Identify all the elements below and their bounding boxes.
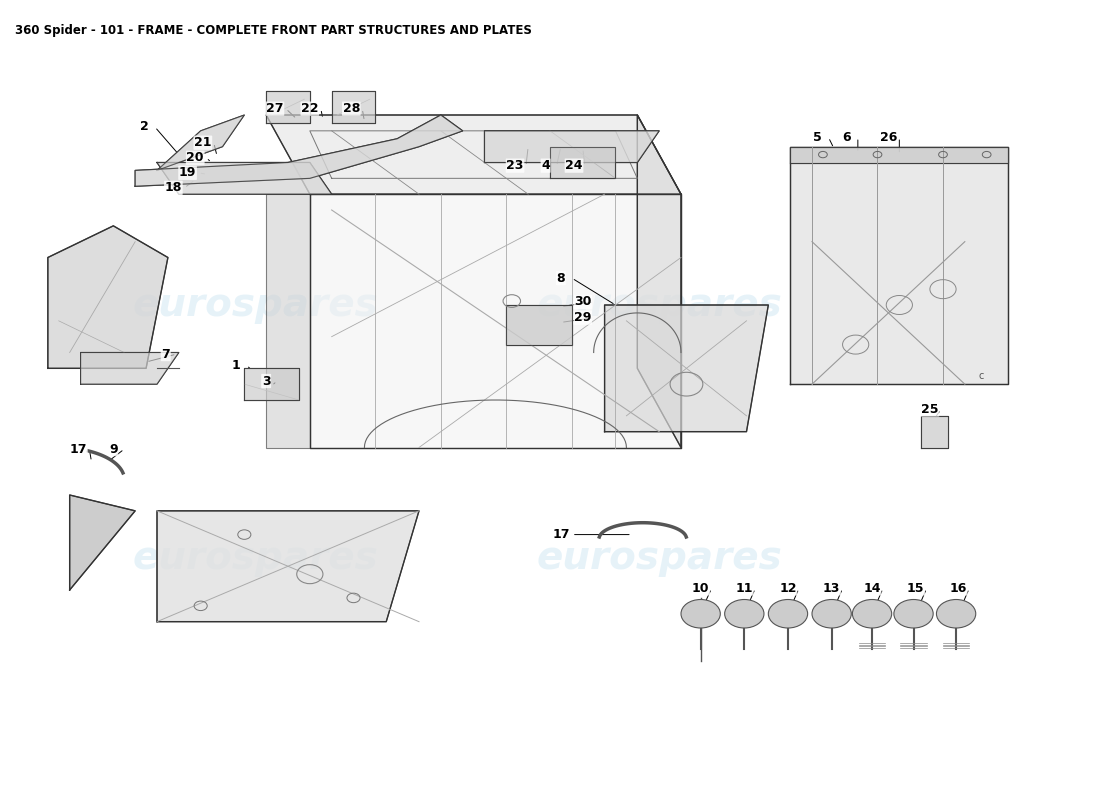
Text: 25: 25 [921, 403, 938, 416]
Text: 16: 16 [949, 582, 967, 595]
Text: eurospares: eurospares [537, 539, 782, 578]
Text: 18: 18 [165, 182, 183, 194]
Text: 8: 8 [557, 271, 565, 285]
Text: 2: 2 [140, 120, 148, 134]
Polygon shape [80, 353, 179, 384]
Text: eurospares: eurospares [132, 539, 378, 578]
Text: 15: 15 [908, 582, 924, 595]
Text: eurospares: eurospares [537, 286, 782, 324]
Text: 3: 3 [262, 374, 271, 387]
Polygon shape [484, 131, 659, 162]
Polygon shape [266, 91, 310, 123]
Polygon shape [506, 305, 572, 345]
Text: 27: 27 [266, 102, 284, 115]
Polygon shape [310, 194, 681, 447]
Text: 28: 28 [342, 102, 360, 115]
Text: 13: 13 [823, 582, 840, 595]
Text: 11: 11 [736, 582, 754, 595]
Text: 12: 12 [779, 582, 796, 595]
Polygon shape [790, 146, 1009, 162]
Text: 30: 30 [574, 295, 592, 308]
Text: 10: 10 [692, 582, 710, 595]
Polygon shape [266, 194, 310, 447]
Circle shape [768, 599, 807, 628]
Polygon shape [921, 416, 948, 447]
Text: 5: 5 [813, 130, 822, 144]
Polygon shape [157, 115, 244, 170]
Polygon shape [332, 91, 375, 123]
Text: 1: 1 [231, 358, 240, 372]
Text: 14: 14 [864, 582, 881, 595]
Text: eurospares: eurospares [132, 286, 378, 324]
Text: 9: 9 [109, 442, 118, 455]
Circle shape [852, 599, 892, 628]
Text: 20: 20 [187, 151, 204, 164]
Text: 7: 7 [162, 347, 170, 361]
Polygon shape [69, 495, 135, 590]
Text: 4: 4 [541, 159, 550, 172]
Text: c: c [979, 371, 983, 382]
Text: 29: 29 [574, 311, 592, 324]
Text: 17: 17 [69, 442, 87, 455]
Text: 19: 19 [179, 166, 196, 179]
Text: 360 Spider - 101 - FRAME - COMPLETE FRONT PART STRUCTURES AND PLATES: 360 Spider - 101 - FRAME - COMPLETE FRON… [15, 24, 532, 37]
Polygon shape [550, 146, 616, 178]
Polygon shape [47, 226, 168, 368]
Polygon shape [135, 115, 463, 186]
Circle shape [812, 599, 851, 628]
Circle shape [681, 599, 720, 628]
Text: 24: 24 [565, 159, 583, 172]
Text: 26: 26 [880, 130, 898, 144]
Text: 17: 17 [552, 528, 570, 541]
Polygon shape [244, 368, 299, 400]
Text: 6: 6 [843, 130, 851, 144]
Polygon shape [157, 162, 332, 194]
Text: 23: 23 [506, 159, 524, 172]
Circle shape [936, 599, 976, 628]
Polygon shape [637, 115, 681, 447]
Polygon shape [605, 305, 768, 432]
Polygon shape [157, 511, 419, 622]
Text: 21: 21 [194, 136, 211, 150]
Circle shape [725, 599, 764, 628]
Polygon shape [790, 146, 1009, 384]
Text: 22: 22 [301, 102, 319, 115]
Circle shape [894, 599, 933, 628]
Polygon shape [266, 115, 681, 194]
